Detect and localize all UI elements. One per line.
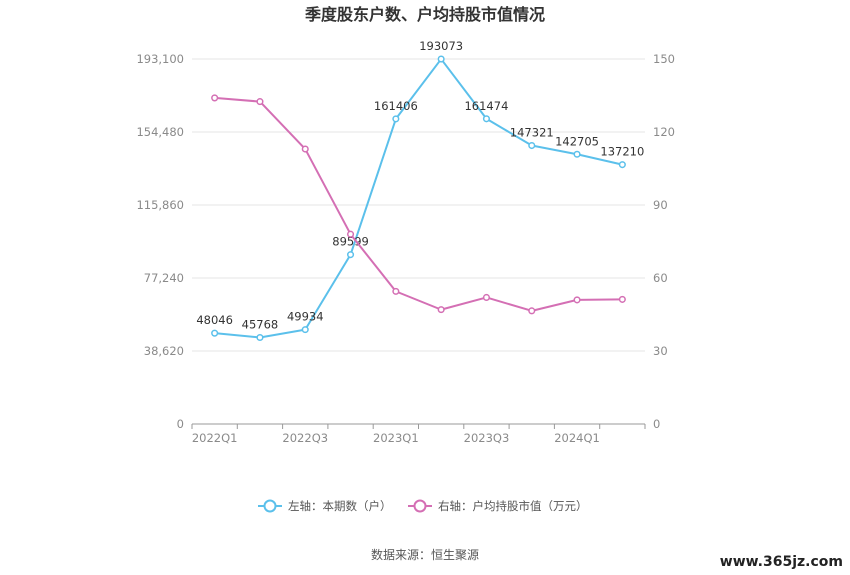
right-axis: 0 30 60 90 120 150 — [653, 52, 675, 431]
point-holders — [573, 150, 581, 158]
point-holders — [211, 329, 219, 337]
left-tick-label: 154,480 — [136, 125, 184, 139]
right-tick-label: 0 — [653, 417, 660, 431]
legend-label: 左轴：本期数（户） — [288, 499, 392, 513]
point-holders — [347, 251, 355, 259]
series-layer: 48046 45768499348959916140619307316147414… — [196, 39, 644, 342]
point-holders — [618, 161, 626, 169]
data-label: 193073 — [419, 39, 463, 53]
legend-marker — [263, 499, 277, 513]
data-label: 142705 — [555, 134, 599, 148]
data-label: 49934 — [287, 310, 324, 324]
left-tick-label: 115,860 — [136, 198, 184, 212]
point-holders — [437, 55, 445, 63]
legend: 左轴：本期数（户） 右轴：户均持股市值（万元） — [258, 499, 588, 513]
right-tick-label: 120 — [653, 125, 675, 139]
data-label: 45768 — [242, 317, 279, 331]
watermark: www.365jz.com — [720, 554, 843, 570]
data-label: 137210 — [600, 145, 644, 159]
data-label: 147321 — [510, 126, 554, 140]
point-avg-value — [618, 295, 626, 303]
legend-label: 右轴：户均持股市值（万元） — [438, 499, 588, 513]
x-axis: 2022Q1 2022Q3 2023Q1 2023Q3 2024Q1 — [191, 423, 646, 445]
point-avg-value — [256, 98, 264, 106]
right-tick-label: 60 — [653, 271, 668, 285]
x-tick-label: 2022Q3 — [282, 431, 328, 445]
point-avg-value — [392, 287, 400, 295]
point-avg-value — [482, 293, 491, 302]
data-label: 48046 — [196, 313, 233, 327]
series-line-holders — [214, 58, 623, 339]
grid — [192, 58, 645, 352]
source-note: 数据来源：恒生聚源 — [371, 547, 479, 562]
legend-marker — [413, 499, 427, 513]
left-tick-label: 0 — [177, 417, 184, 431]
point-avg-value — [301, 145, 309, 153]
point-holders — [301, 326, 309, 334]
x-tick-label: 2023Q3 — [464, 431, 510, 445]
right-tick-label: 90 — [653, 198, 668, 212]
point-avg-value — [573, 296, 581, 304]
series-line-avg-value — [214, 96, 623, 312]
chart-title: 季度股东户数、户均持股市值情况 — [304, 5, 545, 24]
right-tick-label: 150 — [653, 52, 675, 66]
point-avg-value — [347, 230, 355, 238]
left-tick-label: 193,100 — [136, 52, 184, 66]
x-tick-label: 2024Q1 — [554, 431, 600, 445]
left-axis: 0 38,620 77,240 115,860 154,480 193,100 — [136, 52, 184, 431]
point-holders — [256, 333, 264, 342]
data-label: 161406 — [374, 99, 418, 113]
left-tick-label: 38,620 — [144, 344, 184, 358]
data-label: 161474 — [464, 99, 508, 113]
right-tick-label: 30 — [653, 344, 668, 358]
point-avg-value — [528, 307, 536, 315]
x-tick-label: 2023Q1 — [373, 431, 419, 445]
left-tick-label: 77,240 — [144, 271, 184, 285]
x-tick-label: 2022Q1 — [192, 431, 238, 445]
point-holders — [392, 115, 400, 123]
point-avg-value — [437, 306, 445, 314]
point-holders — [528, 141, 536, 150]
point-avg-value — [211, 94, 219, 102]
point-holders — [482, 115, 491, 123]
